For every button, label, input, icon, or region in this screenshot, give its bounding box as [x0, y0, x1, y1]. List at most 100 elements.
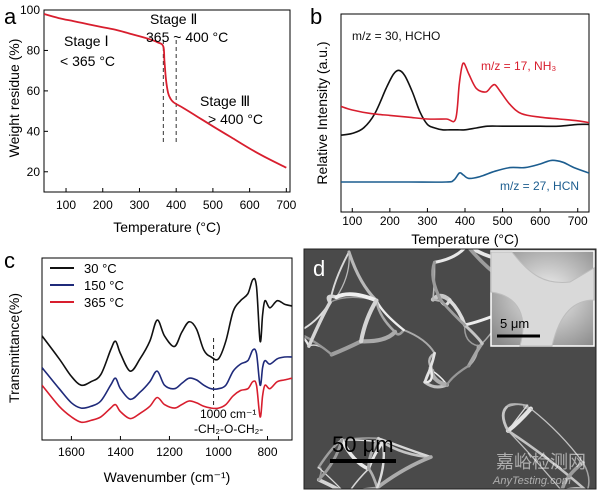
- fiber-strand: [402, 329, 436, 355]
- panel-b-x-ticks: 100 200 300 400 500 600 700: [342, 208, 588, 228]
- fiber-strand: [375, 455, 433, 489]
- panel-c-letter: c: [4, 248, 15, 273]
- x-tick-label: 500: [203, 198, 223, 212]
- panel-b-ylabel: Relative Intensity (a.u.): [314, 41, 330, 184]
- x-tick-label: 100: [342, 214, 362, 228]
- panel-c-xlabel: Wavenumber (cm⁻¹): [104, 469, 231, 485]
- fiber-strand: [329, 251, 350, 304]
- fiber-strand: [564, 486, 586, 489]
- stage1-title: Stage Ⅰ: [64, 33, 109, 49]
- x-tick-label: 1000: [205, 445, 232, 459]
- panel-c-annotation-1: 1000 cm⁻¹: [200, 407, 256, 421]
- fiber-strand: [463, 323, 484, 345]
- label-hcho: m/z = 30, HCHO: [352, 29, 440, 43]
- panel-a-y-ticks: 20 40 60 80 100: [20, 3, 48, 179]
- x-tick-label: 500: [493, 214, 513, 228]
- panel-a-stage-markers: [162, 40, 177, 145]
- inset-fiber-junction: [490, 251, 595, 347]
- fiber-strand: [507, 404, 528, 432]
- label-nh3: m/z = 17, NH₃: [481, 59, 556, 73]
- panel-d-letter: d: [313, 256, 325, 281]
- fiber-strand: [506, 429, 587, 489]
- panel-b-xlabel: Temperature (°C): [411, 231, 519, 247]
- micrograph-inset: 5 μm: [490, 250, 595, 347]
- panel-a-letter: a: [4, 4, 17, 29]
- x-tick-label: 200: [380, 214, 400, 228]
- x-tick-label: 200: [93, 198, 113, 212]
- fiber-strand: [507, 430, 562, 489]
- main-scale-label: 50 μm: [332, 432, 394, 457]
- y-tick-label: 100: [20, 3, 40, 17]
- stage2-range: 365 ~ 400 °C: [146, 29, 228, 45]
- stage3-range: > 400 °C: [208, 111, 263, 127]
- fiber-strand: [463, 324, 479, 347]
- x-tick-label: 400: [455, 214, 475, 228]
- x-tick-label: 400: [166, 198, 186, 212]
- fiber-strand: [423, 351, 436, 384]
- series-line-150-c: [42, 348, 292, 410]
- fiber-strand: [377, 437, 433, 459]
- fiber-strand: [340, 438, 371, 471]
- series-line-365-c: [42, 377, 292, 424]
- x-tick-label: 700: [276, 198, 296, 212]
- fiber-strand: [350, 468, 370, 489]
- panel-a: a 100 200 300 400 500 600 700 20 40 60 80 100 Temp…: [4, 3, 297, 235]
- panel-d: d 5 μm 50 μm 嘉峪检测网 AnyTesting.com: [303, 248, 597, 490]
- panel-c-annotation-2: -CH₂-O-CH₂-: [194, 422, 263, 436]
- fiber-strand: [439, 299, 467, 327]
- fiber-strand: [423, 366, 434, 384]
- legend-label: 30 °C: [84, 261, 117, 276]
- legend-label: 150 °C: [84, 278, 124, 293]
- x-tick-label: 100: [56, 198, 76, 212]
- fiber-strand: [376, 440, 386, 489]
- fiber-strand: [317, 466, 342, 489]
- fiber-strand: [341, 437, 380, 441]
- label-hcn: m/z = 27, HCN: [500, 179, 579, 193]
- inset-scale-label: 5 μm: [500, 316, 529, 331]
- fiber-strand: [431, 260, 443, 302]
- panel-a-x-ticks: 100 200 300 400 500 600 700: [56, 188, 297, 212]
- fiber-strand: [304, 334, 333, 356]
- y-tick-label: 40: [27, 124, 41, 138]
- stage3-title: Stage Ⅲ: [200, 93, 250, 109]
- x-tick-label: 1400: [107, 445, 134, 459]
- panel-a-ylabel: Weight residue (%): [6, 39, 22, 158]
- panel-b-series: [341, 62, 589, 183]
- fiber-strand: [445, 364, 470, 386]
- legend-label: 365 °C: [84, 295, 124, 310]
- x-tick-label: 1200: [156, 445, 183, 459]
- y-tick-label: 60: [27, 84, 41, 98]
- fiber-strand: [560, 460, 585, 489]
- panel-a-frame: [43, 9, 291, 193]
- panel-b-letter: b: [310, 4, 322, 29]
- x-tick-label: 300: [129, 198, 149, 212]
- micrograph-frame: [303, 248, 597, 490]
- fiber-strand: [430, 293, 452, 303]
- fiber-strand: [359, 329, 398, 344]
- panel-c-legend: 30 °C 150 °C 365 °C: [50, 261, 124, 310]
- fiber-strand: [359, 298, 379, 344]
- panel-c-x-ticks: 1600 1400 1200 1000 800: [58, 436, 278, 459]
- x-tick-label: 1600: [58, 445, 85, 459]
- fiber-strand: [307, 300, 332, 348]
- y-tick-label: 80: [27, 43, 41, 57]
- fiber-strand: [367, 436, 380, 471]
- fiber-strand: [334, 292, 379, 303]
- panel-b: b 100 200 300 400 500 600 700 Temperature (°C)…: [310, 4, 590, 247]
- x-tick-label: 800: [257, 445, 277, 459]
- x-tick-label: 600: [240, 198, 260, 212]
- panel-a-series: [44, 13, 287, 169]
- series-line-weight: [44, 13, 287, 169]
- series-line-30-c: [42, 277, 292, 387]
- fiber-strand: [501, 405, 510, 433]
- fiber-strand: [360, 486, 379, 489]
- fiber-strand: [329, 339, 364, 357]
- watermark-en: AnyTesting.com: [492, 475, 571, 487]
- panel-c-frame: [41, 257, 293, 441]
- fiber-strand: [530, 408, 584, 464]
- watermark-cn: 嘉峪检测网: [496, 452, 586, 472]
- series-line-m-z-30-hcho: [341, 69, 589, 136]
- panel-a-xlabel: Temperature (°C): [113, 219, 221, 235]
- panel-c-series: [42, 277, 292, 424]
